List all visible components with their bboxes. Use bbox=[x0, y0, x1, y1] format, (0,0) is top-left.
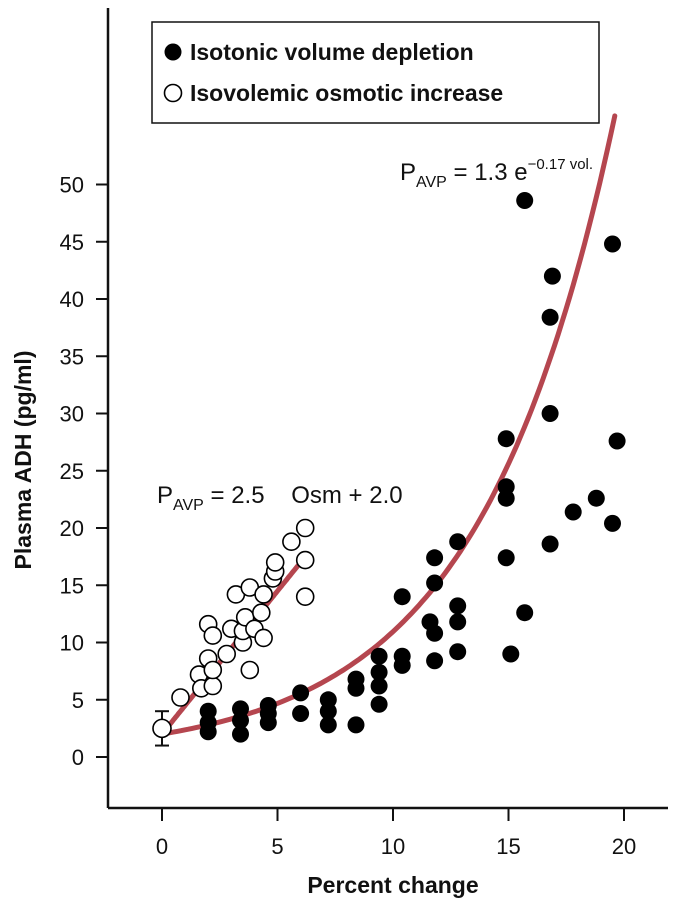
isotonic-point-33 bbox=[497, 549, 515, 567]
isotonic-point-30 bbox=[449, 613, 467, 631]
isotonic-point-22 bbox=[393, 647, 411, 665]
isotonic-point-25 bbox=[426, 652, 444, 670]
isotonic-point-2 bbox=[199, 702, 217, 720]
osmotic-point-26 bbox=[295, 587, 315, 607]
fit-curves bbox=[159, 113, 618, 737]
isotonic-point-46 bbox=[604, 514, 621, 532]
osmotic-point-19 bbox=[254, 628, 273, 648]
isotonic-point-29 bbox=[449, 643, 467, 661]
isotonic-point-9 bbox=[292, 705, 310, 722]
legend-label-osmotic: Isovolemic osmotic increase bbox=[190, 80, 503, 106]
isotonic-point-19 bbox=[370, 663, 388, 681]
fit-curve-exponential bbox=[159, 113, 618, 737]
x-tick-label-0: 0 bbox=[156, 834, 168, 859]
y-axis-title: Plasma ADH (pg/ml) bbox=[10, 351, 36, 570]
isotonic-point-20 bbox=[370, 647, 388, 665]
y-tick-label-45: 45 bbox=[60, 230, 84, 255]
isotonic-point-28 bbox=[426, 549, 444, 567]
isotonic-point-26 bbox=[426, 624, 444, 642]
osmotic-equation: PAVP = 2.5 Osm + 2.0 bbox=[157, 482, 403, 514]
osmotic-point-17 bbox=[251, 603, 271, 623]
isotonic-point-10 bbox=[292, 684, 310, 702]
y-tick-label-35: 35 bbox=[60, 344, 84, 369]
isotonic-points bbox=[199, 192, 626, 743]
y-tick-label-10: 10 bbox=[60, 631, 84, 656]
volume-equation: PAVP = 1.3 e−0.17 vol. bbox=[400, 156, 593, 191]
isotonic-point-37 bbox=[502, 645, 520, 663]
isotonic-point-17 bbox=[370, 695, 388, 713]
y-tick-label-40: 40 bbox=[60, 287, 84, 312]
isotonic-point-40 bbox=[541, 535, 559, 553]
isotonic-point-27 bbox=[426, 574, 444, 592]
legend-marker-filled bbox=[164, 43, 182, 61]
x-tick-label-15: 15 bbox=[496, 834, 520, 859]
isotonic-point-47 bbox=[604, 235, 621, 253]
isotonic-point-5 bbox=[232, 700, 249, 718]
isotonic-point-36 bbox=[497, 430, 515, 448]
isotonic-point-42 bbox=[541, 308, 559, 326]
isotonic-point-43 bbox=[543, 267, 561, 285]
x-ticks: 0 5 10 15 20 bbox=[156, 808, 636, 859]
x-axis-title: Percent change bbox=[307, 872, 478, 898]
isotonic-point-31 bbox=[449, 597, 467, 615]
y-tick-label-15: 15 bbox=[60, 573, 84, 598]
isotonic-point-23 bbox=[393, 588, 411, 606]
y-tick-label-0: 0 bbox=[72, 745, 84, 770]
isotonic-point-11 bbox=[319, 716, 337, 734]
isotonic-point-35 bbox=[497, 478, 515, 496]
legend-box bbox=[151, 21, 600, 124]
isotonic-point-3 bbox=[232, 725, 249, 743]
baseline-point bbox=[152, 718, 172, 739]
isotonic-point-16 bbox=[347, 670, 365, 688]
legend-label-isotonic: Isotonic volume depletion bbox=[190, 39, 474, 65]
isotonic-point-18 bbox=[370, 677, 388, 695]
y-ticks: 0 5 10 15 20 25 30 35 40 45 50 bbox=[60, 173, 108, 770]
isotonic-point-13 bbox=[319, 691, 337, 709]
osmotic-point-14 bbox=[240, 660, 260, 680]
osmotic-point-22 bbox=[265, 553, 285, 572]
osmotic-point-18 bbox=[254, 585, 273, 604]
isotonic-point-39 bbox=[516, 192, 534, 209]
legend-marker-open bbox=[163, 83, 183, 103]
isotonic-point-48 bbox=[608, 432, 626, 450]
osmotic-point-5 bbox=[203, 676, 223, 696]
y-tick-label-5: 5 bbox=[72, 688, 84, 713]
osmotic-point-23 bbox=[282, 532, 301, 552]
x-tick-label-5: 5 bbox=[271, 834, 283, 859]
axes bbox=[106, 8, 668, 810]
osmotic-point-6 bbox=[203, 660, 223, 680]
isotonic-point-41 bbox=[541, 405, 559, 422]
isotonic-point-14 bbox=[347, 716, 365, 734]
osmotic-points bbox=[171, 518, 315, 707]
isotonic-point-44 bbox=[564, 503, 582, 521]
y-tick-label-30: 30 bbox=[60, 402, 84, 427]
baseline-error-bar bbox=[152, 710, 172, 747]
x-tick-label-20: 20 bbox=[612, 834, 636, 859]
x-tick-label-10: 10 bbox=[381, 834, 405, 859]
isotonic-point-38 bbox=[516, 604, 534, 622]
isotonic-point-32 bbox=[449, 533, 467, 551]
isotonic-point-45 bbox=[587, 489, 605, 507]
osmotic-point-7 bbox=[203, 626, 223, 645]
osmotic-point-8 bbox=[217, 644, 236, 664]
y-tick-label-25: 25 bbox=[60, 459, 84, 484]
legend: Isotonic volume depletion Isovolemic osm… bbox=[151, 21, 600, 124]
osmotic-point-0 bbox=[171, 688, 190, 707]
osmotic-point-24 bbox=[295, 518, 315, 538]
isotonic-point-8 bbox=[259, 697, 277, 714]
y-tick-label-20: 20 bbox=[60, 516, 84, 541]
y-tick-label-50: 50 bbox=[60, 173, 84, 198]
osmotic-point-25 bbox=[295, 550, 315, 570]
